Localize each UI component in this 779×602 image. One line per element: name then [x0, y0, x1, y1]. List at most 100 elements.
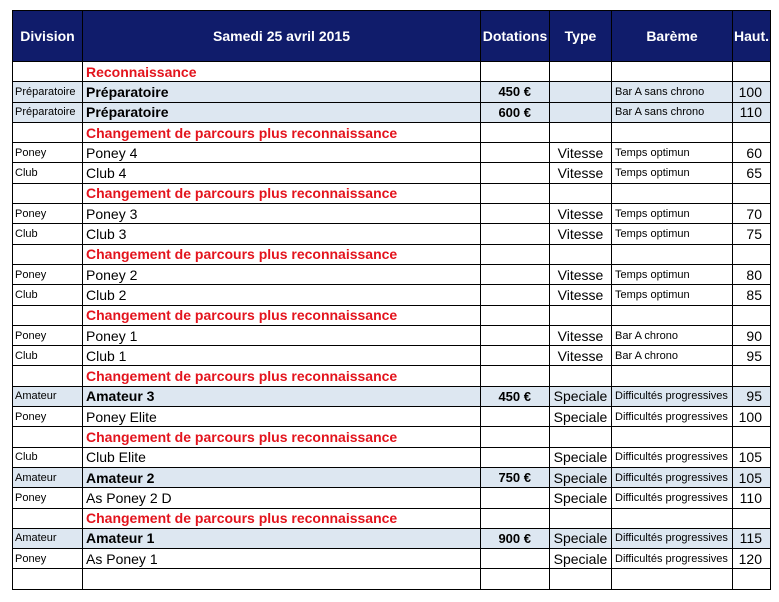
- table-cell: [12, 568, 83, 590]
- table-cell: Difficultés progressives: [611, 527, 733, 550]
- table-cell: [611, 60, 733, 83]
- table-cell: [611, 243, 733, 265]
- table-cell: [732, 121, 771, 144]
- table-cell: Speciale: [549, 527, 612, 550]
- table-cell: 80: [732, 263, 771, 286]
- table-cell: [549, 507, 612, 529]
- table-cell: 70: [732, 203, 771, 225]
- table-row: Club Club 2 Vitesse Temps optimun 85: [12, 284, 771, 306]
- table-row: Amateur Amateur 1 900 € Speciale Difficultés…: [12, 527, 771, 550]
- table-cell: Vitesse: [549, 263, 612, 286]
- table-row: [12, 568, 771, 590]
- table-cell: 95: [732, 385, 771, 408]
- table-cell: 100: [732, 81, 771, 103]
- table-cell: [12, 304, 83, 326]
- table-cell: [480, 142, 550, 164]
- table-cell: Préparatoire: [82, 81, 481, 103]
- table-cell: [549, 182, 612, 205]
- table-cell: Changement de parcours plus reconnaissan…: [82, 507, 481, 529]
- table-cell: [480, 223, 550, 245]
- table-cell: [549, 60, 612, 83]
- table-cell: Club Elite: [82, 446, 481, 468]
- table-cell: Amateur: [12, 527, 83, 550]
- table-cell: [480, 365, 550, 387]
- table-cell: 65: [732, 162, 771, 184]
- table-cell: [480, 324, 550, 347]
- table-cell: [611, 568, 733, 590]
- table-cell: Poney Elite: [82, 406, 481, 428]
- table-cell: Poney: [12, 142, 83, 164]
- table-cell: Vitesse: [549, 223, 612, 245]
- table-cell: Vitesse: [549, 284, 612, 306]
- table-cell: Poney 1: [82, 324, 481, 347]
- table-cell: Speciale: [549, 446, 612, 468]
- table-row: Poney Poney 2 Vitesse Temps optimun 80: [12, 263, 771, 286]
- table-cell: Poney: [12, 548, 83, 570]
- table-cell: Temps optimun: [611, 142, 733, 164]
- table-cell: [611, 365, 733, 387]
- table-cell: 450 €: [480, 385, 550, 408]
- table-cell: [480, 121, 550, 144]
- table-cell: Club 4: [82, 162, 481, 184]
- table-cell: Poney: [12, 263, 83, 286]
- table-cell: Vitesse: [549, 324, 612, 347]
- table-cell: Amateur 3: [82, 385, 481, 408]
- table-cell: Amateur: [12, 385, 83, 408]
- table-cell: Temps optimun: [611, 223, 733, 245]
- table-cell: [480, 304, 550, 326]
- table-cell: [732, 365, 771, 387]
- table-row: Poney Poney 3 Vitesse Temps optimun 70: [12, 203, 771, 225]
- table-row: Changement de parcours plus reconnaissan…: [12, 243, 771, 265]
- table-cell: Temps optimun: [611, 263, 733, 286]
- table-cell: [732, 304, 771, 326]
- schedule-table: Division Samedi 25 avril 2015 Dotations Typ…: [12, 10, 771, 590]
- table-cell: Difficultés progressives: [611, 385, 733, 408]
- table-row: Changement de parcours plus reconnaissan…: [12, 182, 771, 205]
- table-cell: Poney 3: [82, 203, 481, 225]
- table-cell: [480, 446, 550, 468]
- table-cell: Club 2: [82, 284, 481, 306]
- table-row: Club Club 1 Vitesse Bar A chrono 95: [12, 345, 771, 367]
- table-cell: As Poney 1: [82, 548, 481, 570]
- table-cell: [732, 568, 771, 590]
- table-cell: Amateur 1: [82, 527, 481, 550]
- table-row: Reconnaissance: [12, 60, 771, 83]
- table-cell: [611, 121, 733, 144]
- column-header: Haut.: [732, 10, 771, 62]
- table-cell: Changement de parcours plus reconnaissan…: [82, 426, 481, 448]
- table-cell: 450 €: [480, 81, 550, 103]
- table-cell: Vitesse: [549, 162, 612, 184]
- table-cell: Club: [12, 446, 83, 468]
- table-cell: [549, 81, 612, 103]
- table-cell: Poney: [12, 324, 83, 347]
- table-cell: [732, 243, 771, 265]
- table-cell: [549, 304, 612, 326]
- table-body: Reconnaissance Préparatoire Préparatoire 45…: [12, 60, 771, 590]
- table-row: Club Club Elite Speciale Difficultés progre…: [12, 446, 771, 468]
- table-cell: Poney: [12, 203, 83, 225]
- table-cell: 110: [732, 487, 771, 509]
- table-cell: Speciale: [549, 385, 612, 408]
- table-cell: [611, 304, 733, 326]
- table-row: Club Club 4 Vitesse Temps optimun 65: [12, 162, 771, 184]
- table-cell: [480, 548, 550, 570]
- table-cell: Temps optimun: [611, 284, 733, 306]
- table-cell: Difficultés progressives: [611, 446, 733, 468]
- table-cell: Difficultés progressives: [611, 487, 733, 509]
- table-cell: Temps optimun: [611, 162, 733, 184]
- table-row: Club Club 3 Vitesse Temps optimun 75: [12, 223, 771, 245]
- table-cell: 105: [732, 466, 771, 489]
- table-cell: [12, 182, 83, 205]
- table-cell: [732, 507, 771, 529]
- table-cell: [480, 162, 550, 184]
- table-cell: [480, 406, 550, 428]
- table-cell: [480, 568, 550, 590]
- table-cell: 85: [732, 284, 771, 306]
- table-cell: Speciale: [549, 487, 612, 509]
- table-cell: 60: [732, 142, 771, 164]
- table-cell: [12, 121, 83, 144]
- table-cell: [549, 243, 612, 265]
- column-header: Barème: [611, 10, 733, 62]
- table-cell: [549, 101, 612, 123]
- column-header: Dotations: [480, 10, 550, 62]
